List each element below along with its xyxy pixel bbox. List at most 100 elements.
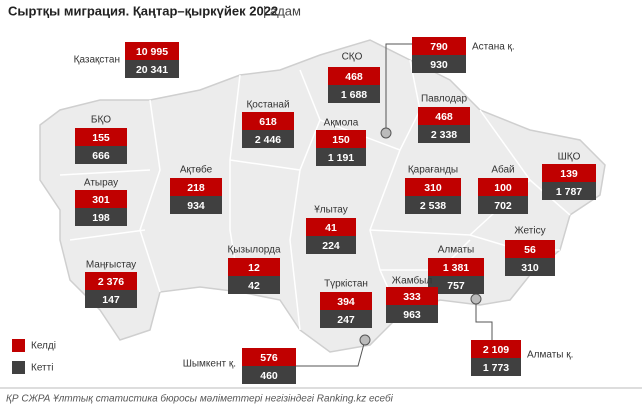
- title: Сыртқы миграция. Қаңтар–қыркүйек 2022: [8, 3, 278, 18]
- left-value: 2 338: [431, 129, 457, 141]
- left-box: [75, 146, 127, 164]
- legend-label: Кетті: [31, 363, 53, 374]
- region-name: ШҚО: [558, 152, 581, 163]
- arrived-box: [320, 292, 372, 310]
- arrived-value: 301: [92, 194, 110, 206]
- left-value: 224: [322, 240, 340, 252]
- region-name: Атырау: [84, 178, 118, 189]
- arrived-box: [542, 164, 596, 182]
- left-box: [242, 130, 294, 148]
- legend-swatch: [12, 361, 25, 374]
- arrived-value: 150: [332, 134, 350, 146]
- left-box: [386, 305, 438, 323]
- arrived-value: 218: [187, 182, 205, 194]
- left-value: 1 773: [483, 362, 509, 374]
- left-value: 702: [494, 200, 512, 212]
- arrived-value: 10 995: [136, 46, 168, 58]
- region-name: Алматы: [438, 245, 475, 256]
- left-value: 963: [403, 309, 421, 321]
- left-box: [85, 290, 137, 308]
- unit: | адам: [263, 3, 301, 18]
- arrived-value: 468: [345, 71, 363, 83]
- arrived-value: 333: [403, 291, 421, 303]
- region-name: Жамбыл: [392, 275, 433, 287]
- arrived-value: 100: [494, 182, 512, 194]
- left-box: [328, 85, 380, 103]
- left-box: [306, 236, 356, 254]
- left-value: 1 787: [556, 186, 582, 198]
- left-box: [170, 196, 222, 214]
- region-name: Шымкент қ.: [183, 359, 236, 370]
- region-name: Қазақстан: [74, 55, 120, 66]
- arrived-box: [125, 42, 179, 60]
- left-value: 2 538: [420, 200, 446, 212]
- arrived-box: [328, 67, 380, 85]
- legend-label: Келді: [31, 341, 56, 352]
- left-box: [242, 366, 296, 384]
- arrived-box: [242, 112, 294, 130]
- region-name: Ақтөбе: [180, 164, 213, 176]
- arrived-box: [405, 178, 461, 196]
- arrived-box: [471, 340, 521, 358]
- left-box: [320, 310, 372, 328]
- left-value: 934: [187, 200, 205, 212]
- arrived-box: [316, 130, 366, 148]
- region-name: Қарағанды: [408, 165, 458, 176]
- region-name: Абай: [491, 164, 514, 176]
- left-value: 460: [260, 370, 278, 382]
- left-box: [75, 208, 127, 226]
- arrived-value: 394: [337, 296, 355, 308]
- arrived-box: [306, 218, 356, 236]
- arrived-box: [478, 178, 528, 196]
- arrived-value: 1 381: [443, 262, 469, 274]
- region-name: Павлодар: [421, 94, 468, 105]
- left-box: [405, 196, 461, 214]
- arrived-box: [428, 258, 484, 276]
- region-name: Жетісу: [514, 226, 545, 237]
- left-value: 1 191: [328, 152, 354, 164]
- left-value: 1 688: [341, 89, 367, 101]
- arrived-value: 468: [435, 111, 453, 123]
- arrived-box: [242, 348, 296, 366]
- left-value: 147: [102, 294, 120, 306]
- arrived-box: [75, 128, 127, 146]
- left-value: 198: [92, 212, 110, 224]
- region-name: БҚО: [91, 115, 111, 126]
- left-value: 2 446: [255, 134, 281, 146]
- left-box: [125, 60, 179, 78]
- arrived-value: 2 376: [98, 276, 124, 288]
- left-value: 310: [521, 262, 539, 274]
- left-value: 42: [248, 280, 260, 292]
- left-box: [228, 276, 280, 294]
- left-box: [542, 182, 596, 200]
- region-name: Қостанай: [246, 100, 289, 111]
- arrived-value: 2 109: [483, 344, 509, 356]
- region-name: Астана қ.: [472, 42, 515, 53]
- arrived-box: [228, 258, 280, 276]
- region-name: Ұлытау: [314, 205, 348, 216]
- left-box: [478, 196, 528, 214]
- leader-lines: [296, 43, 493, 367]
- left-value: 757: [447, 280, 465, 292]
- arrived-box: [418, 107, 470, 125]
- arrived-box: [170, 178, 222, 196]
- arrived-box: [386, 287, 438, 305]
- region-name: Ақмола: [324, 118, 359, 129]
- region-name: Қызылорда: [227, 245, 280, 256]
- arrived-value: 56: [524, 244, 536, 256]
- legend-swatch: [12, 339, 25, 352]
- arrived-value: 618: [259, 116, 277, 128]
- arrived-box: [85, 272, 137, 290]
- left-box: [471, 358, 521, 376]
- arrived-value: 139: [560, 168, 578, 180]
- arrived-box: [412, 37, 466, 55]
- arrived-value: 12: [248, 262, 260, 274]
- left-box: [428, 276, 484, 294]
- arrived-box: [505, 240, 555, 258]
- region-name: Түркістан: [324, 279, 368, 290]
- left-box: [316, 148, 366, 166]
- left-box: [505, 258, 555, 276]
- left-value: 666: [92, 150, 110, 162]
- left-value: 930: [430, 59, 448, 71]
